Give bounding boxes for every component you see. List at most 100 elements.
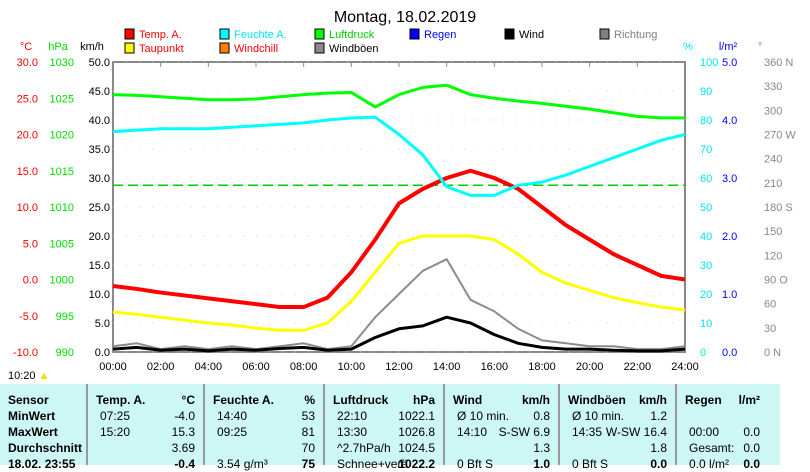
legend-swatch <box>599 28 610 40</box>
x-tick-label: 04:00 <box>195 361 223 373</box>
wind-tick-label: 15.0 <box>89 260 110 272</box>
direction-tick-label: 330 <box>764 81 782 93</box>
series-wind <box>112 315 686 353</box>
wind-tick-label: 45.0 <box>89 86 110 98</box>
table-column <box>0 384 88 465</box>
cell-value: -0.4 <box>174 457 195 471</box>
x-tick-label: 24:00 <box>671 361 699 373</box>
legend-label: Regen <box>424 29 456 41</box>
cell-value: -4.0 <box>174 409 195 423</box>
wind-tick-label: 50.0 <box>89 57 110 69</box>
humidity-tick-label: 100 <box>700 57 718 69</box>
cell-time: 14:35 <box>572 425 603 439</box>
direction-tick-label: 180 S <box>764 202 793 214</box>
column-header: Sensor <box>8 393 49 407</box>
cell-value: 1.3 <box>533 441 550 455</box>
direction-tick-label: 210 <box>764 178 782 190</box>
pressure-tick-label: 1010 <box>50 202 74 214</box>
cell-value: 0.0 <box>743 425 760 439</box>
cell-time: 13:30 <box>337 425 368 439</box>
table-column <box>88 384 205 465</box>
humidity-tick-label: 80 <box>700 115 712 127</box>
pressure-tick-label: 1025 <box>50 93 74 105</box>
legend-label: Temp. A. <box>139 29 182 41</box>
cell-time: Ø 10 min. <box>457 409 510 423</box>
cell-time: 14:40 <box>217 409 248 423</box>
sunrise-indicator: 10:20 ▲ <box>8 370 49 382</box>
x-tick-label: 02:00 <box>147 361 175 373</box>
x-tick-label: 18:00 <box>528 361 556 373</box>
wind-tick-label: 20.0 <box>89 231 110 243</box>
direction-tick-label: 30 <box>764 323 776 335</box>
cell-time: 09:25 <box>217 425 248 439</box>
wind-tick-label: 0.0 <box>95 347 110 359</box>
x-tick-label: 10:00 <box>338 361 366 373</box>
direction-tick-label: 60 <box>764 299 776 311</box>
cell-time: Ø 10 min. <box>572 409 625 423</box>
cell-time: 22:10 <box>337 409 368 423</box>
cell-time: 14:10 <box>457 425 488 439</box>
humidity-tick-label: 10 <box>700 318 712 330</box>
cell-value: W-SW 16.4 <box>605 425 667 439</box>
cell-value: 1022.2 <box>398 457 435 471</box>
legend-swatch <box>124 28 135 40</box>
pressure-tick-label: 1020 <box>50 130 74 142</box>
legend-label: Windböen <box>329 43 379 55</box>
legend-swatch <box>314 28 325 40</box>
pressure-tick-label: 1015 <box>50 166 74 178</box>
humidity-tick-label: 60 <box>700 173 712 185</box>
column-header: Wind <box>453 393 483 407</box>
legend-swatch <box>504 28 515 40</box>
legend-swatch <box>314 42 325 54</box>
rain-tick-label: 2.0 <box>722 231 737 243</box>
legend-label: Wind <box>519 29 544 41</box>
rain-tick-label: 1.0 <box>722 289 737 301</box>
cell-value: 70 <box>301 441 315 455</box>
temp-tick-label: 15.0 <box>17 166 38 178</box>
table-column <box>560 384 677 465</box>
cell-value: 1022.1 <box>398 409 435 423</box>
humidity-tick-label: 0 <box>700 347 706 359</box>
x-tick-label: 22:00 <box>624 361 652 373</box>
cell-value: 81 <box>301 425 315 439</box>
weather-chart: Montag, 18.02.2019 Temp. A. Feuchte A. Luf… <box>13 9 796 373</box>
wind-tick-label: 25.0 <box>89 202 110 214</box>
legend: Temp. A. Feuchte A. Luftdruck Regen Wind Rich… <box>124 28 657 55</box>
legend-label: Windchill <box>234 43 278 55</box>
chart-title: Montag, 18.02.2019 <box>334 9 476 26</box>
direction-tick-label: 360 N <box>764 57 793 69</box>
table-column <box>445 384 560 465</box>
table-column <box>205 384 325 465</box>
temp-tick-label: -5.0 <box>19 311 38 323</box>
cell-value: 1024.5 <box>398 441 435 455</box>
temp-tick-label: 0.0 <box>23 275 38 287</box>
row-label: Durchschnitt <box>8 441 83 455</box>
series-windböen <box>112 258 686 351</box>
cell-time: Gesamt: <box>689 441 735 455</box>
temp-tick-label: -10.0 <box>13 347 38 359</box>
pressure-axis-unit: hPa <box>48 41 68 53</box>
humidity-axis-unit: % <box>683 41 693 53</box>
cell-value: 0.0 <box>743 457 760 471</box>
table-column <box>325 384 445 465</box>
x-tick-label: 08:00 <box>290 361 318 373</box>
wind-tick-label: 30.0 <box>89 173 110 185</box>
cell-time: 15:20 <box>100 425 131 439</box>
legend-swatch <box>124 42 135 54</box>
legend-swatch <box>409 28 420 40</box>
legend-swatch <box>219 28 230 40</box>
temp-tick-label: 5.0 <box>23 238 38 250</box>
row-label: MaxWert <box>8 425 58 439</box>
temp-tick-label: 30.0 <box>17 57 38 69</box>
cell-value: 1.0 <box>533 457 550 471</box>
cell-value: 3.69 <box>171 441 195 455</box>
column-unit: l/m² <box>738 393 760 407</box>
column-unit: °C <box>181 393 195 407</box>
column-unit: % <box>304 393 315 407</box>
series-luftdruck <box>112 83 685 120</box>
wind-axis-unit: km/h <box>80 41 104 53</box>
row-label: 18.02. 23:55 <box>8 457 76 471</box>
humidity-tick-label: 70 <box>700 144 712 156</box>
x-tick-label: 16:00 <box>481 361 509 373</box>
column-header: Temp. A. <box>96 393 146 407</box>
